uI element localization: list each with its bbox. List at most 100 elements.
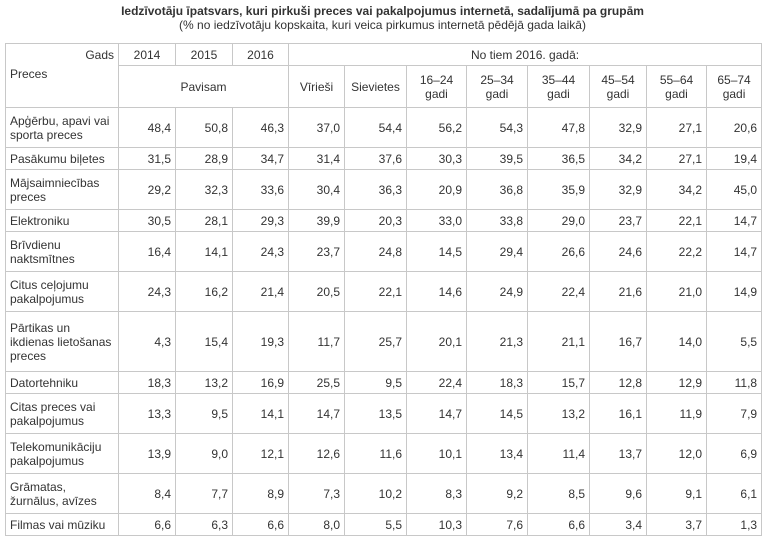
table-cell: 20,6 <box>705 107 763 148</box>
table-cell: 16,1 <box>589 393 647 434</box>
row-label: Grāmatas, žurnālus, avīzes <box>5 473 119 514</box>
table-cell: 47,8 <box>527 107 590 148</box>
table-cell: 25,7 <box>344 311 407 372</box>
table-cell: 30,3 <box>406 147 467 170</box>
data-table: Gads 2014 2015 2016 No tiem 2016. gadā: … <box>5 43 763 536</box>
table-cell: 6,6 <box>527 513 590 536</box>
table-cell: 14,0 <box>646 311 707 372</box>
table-row: Pasākumu biļetes 31,5 28,9 34,7 31,4 37,6 30,3… <box>5 147 763 170</box>
table-cell: 20,5 <box>288 271 345 312</box>
table-cell: 21,0 <box>646 271 707 312</box>
row-label: Pārtikas un ikdienas lietošanas preces <box>5 311 119 372</box>
table-row: Datortehniku 18,3 13,2 16,9 25,5 9,5 22,4 18,3 1… <box>5 371 763 394</box>
row-label: Mājsaimniecības preces <box>5 169 119 210</box>
table-cell: 14,7 <box>288 393 345 434</box>
table-row: Citas preces vai pakalpojumus 13,3 9,5 14,1… <box>5 393 763 434</box>
header-pavisam: Pavisam <box>118 65 289 108</box>
table-cell: 32,9 <box>589 107 647 148</box>
table-cell: 54,3 <box>466 107 528 148</box>
header-group: 55–64 gadi <box>646 65 707 108</box>
table-cell: 6,9 <box>705 433 763 474</box>
table-cell: 14,7 <box>406 393 467 434</box>
table-row: Apģērbu, apavi vai sporta preces 48,4 50,8… <box>5 107 763 148</box>
table-cell: 14,7 <box>705 231 763 272</box>
table-cell: 21,6 <box>589 271 647 312</box>
table-cell: 5,5 <box>705 311 763 372</box>
table-subtitle: (% no iedzīvotāju kopskaita, kuri veica … <box>179 18 586 32</box>
row-label: Filmas vai mūziku <box>5 513 119 536</box>
table-cell: 20,3 <box>344 209 407 232</box>
table-cell: 24,3 <box>232 231 289 272</box>
table-cell: 28,9 <box>175 147 233 170</box>
table-cell: 14,5 <box>466 393 528 434</box>
table-cell: 16,2 <box>175 271 233 312</box>
table-cell: 16,7 <box>589 311 647 372</box>
table-cell: 14,7 <box>705 209 763 232</box>
table-cell: 9,0 <box>175 433 233 474</box>
table-cell: 13,3 <box>118 393 176 434</box>
table-cell: 8,4 <box>118 473 176 514</box>
header-group: 65–74 gadi <box>705 65 763 108</box>
row-label: Apģērbu, apavi vai sporta preces <box>5 107 119 148</box>
table-cell: 30,5 <box>118 209 176 232</box>
table-cell: 36,5 <box>527 147 590 170</box>
table-cell: 22,1 <box>344 271 407 312</box>
table-row: Telekomunikāciju pakalpojumus 13,9 9,0 12,1… <box>5 433 763 474</box>
table-cell: 9,5 <box>344 371 407 394</box>
table-cell: 10,3 <box>406 513 467 536</box>
table-cell: 32,3 <box>175 169 233 210</box>
table-cell: 34,2 <box>589 147 647 170</box>
table-cell: 29,4 <box>466 231 528 272</box>
row-label: Elektroniku <box>5 209 119 232</box>
table-cell: 10,1 <box>406 433 467 474</box>
table-cell: 24,3 <box>118 271 176 312</box>
table-cell: 7,7 <box>175 473 233 514</box>
table-cell: 12,6 <box>288 433 345 474</box>
table-cell: 22,4 <box>406 371 467 394</box>
table-cell: 21,4 <box>232 271 289 312</box>
table-row: Filmas vai mūziku 6,6 6,3 6,6 8,0 5,5 10,3 7,6 6… <box>5 513 763 536</box>
table-cell: 11,8 <box>705 371 763 394</box>
table-cell: 30,4 <box>288 169 345 210</box>
table-cell: 6,1 <box>705 473 763 514</box>
table-cell: 6,6 <box>232 513 289 536</box>
header-year-2014: 2014 <box>118 43 176 66</box>
table-cell: 20,9 <box>406 169 467 210</box>
table-cell: 37,6 <box>344 147 407 170</box>
header-group: 25–34 gadi <box>466 65 528 108</box>
row-label: Pasākumu biļetes <box>5 147 119 170</box>
table-cell: 9,2 <box>466 473 528 514</box>
table-cell: 27,1 <box>646 107 707 148</box>
row-label: Citus ceļojumu pakalpojumus <box>5 271 119 312</box>
table-cell: 18,3 <box>466 371 528 394</box>
table-row: Brīvdienu naktsmītnes 16,4 14,1 24,3 23,7 24,… <box>5 231 763 272</box>
table-cell: 14,9 <box>705 271 763 312</box>
table-cell: 15,7 <box>527 371 590 394</box>
table-cell: 16,9 <box>232 371 289 394</box>
table-cell: 33,0 <box>406 209 467 232</box>
header-group: 16–24 gadi <box>406 65 467 108</box>
table-cell: 22,1 <box>646 209 707 232</box>
header-gads: Gads <box>5 43 119 66</box>
header-group: 45–54 gadi <box>589 65 647 108</box>
table-cell: 7,6 <box>466 513 528 536</box>
row-label: Brīvdienu naktsmītnes <box>5 231 119 272</box>
table-cell: 8,9 <box>232 473 289 514</box>
table-cell: 18,3 <box>118 371 176 394</box>
table-cell: 33,6 <box>232 169 289 210</box>
table-cell: 29,3 <box>232 209 289 232</box>
header-preces: Preces <box>5 65 119 108</box>
table-cell: 7,3 <box>288 473 345 514</box>
table-cell: 13,7 <box>589 433 647 474</box>
table-cell: 6,6 <box>118 513 176 536</box>
header-group: Sievietes <box>344 65 407 108</box>
table-cell: 29,2 <box>118 169 176 210</box>
header-group: Vīrieši <box>288 65 345 108</box>
table-cell: 37,0 <box>288 107 345 148</box>
row-label: Telekomunikāciju pakalpojumus <box>5 433 119 474</box>
table-cell: 3,4 <box>589 513 647 536</box>
table-cell: 11,4 <box>527 433 590 474</box>
table-cell: 56,2 <box>406 107 467 148</box>
table-cell: 9,5 <box>175 393 233 434</box>
table-cell: 9,6 <box>589 473 647 514</box>
